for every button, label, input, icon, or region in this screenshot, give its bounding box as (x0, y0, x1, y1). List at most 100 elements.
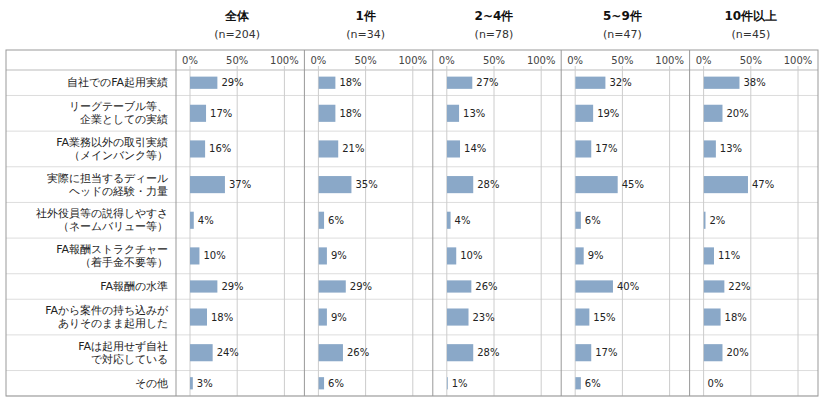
category-label-line: FA業務以外の取引実績 (56, 136, 168, 149)
row-separator (6, 131, 818, 132)
category-label-line: FAから案件の持ち込みが (45, 304, 169, 317)
bar (190, 377, 193, 389)
bar (575, 212, 581, 229)
data-label: 20% (726, 347, 748, 358)
group-title: 10件以上 (724, 9, 777, 23)
group-subtitle: (n=47) (603, 28, 642, 41)
bar (575, 105, 593, 122)
grid-line (622, 66, 623, 396)
data-label: 26% (475, 281, 497, 292)
bar (575, 140, 591, 157)
group-separator (561, 50, 562, 396)
bar (575, 176, 617, 193)
tick-label: 50% (740, 55, 762, 66)
category-label-line: その他 (135, 377, 168, 390)
chart: 自社でのFA起用実績リーグテーブル等、企業としての実績FA業務以外の取引実績（メ… (0, 0, 824, 404)
bar (190, 344, 213, 361)
group-subtitle: (n=45) (731, 28, 770, 41)
frame (6, 50, 818, 396)
group-separator (432, 50, 433, 396)
category-label-line: 企業としての実績 (80, 113, 168, 126)
bar (704, 140, 716, 157)
category-label: FAは起用せず自社で対応している (78, 340, 168, 366)
group-subtitle: (n=78) (475, 28, 514, 41)
grid-line (541, 66, 542, 396)
category-label-line: （着手金不要等） (80, 256, 168, 269)
bar (704, 344, 723, 361)
row-separator (6, 166, 818, 167)
data-label: 47% (752, 179, 774, 190)
category-label-line: 自社でのFA起用実績 (67, 76, 168, 89)
tick-label: 100% (784, 55, 813, 66)
data-label: 40% (617, 281, 639, 292)
data-label: 26% (347, 347, 369, 358)
tick-label: 0% (567, 55, 583, 66)
bar (190, 77, 217, 89)
data-label: 24% (217, 347, 239, 358)
bar (190, 280, 217, 292)
bar (190, 140, 205, 157)
row-separator (6, 299, 818, 300)
data-label: 10% (203, 250, 225, 261)
bar (704, 247, 714, 264)
data-label: 29% (221, 77, 243, 88)
bar (704, 212, 706, 229)
tick-label: 0% (182, 55, 198, 66)
bar (575, 247, 583, 264)
data-label: 38% (743, 77, 765, 88)
category-label-line: FA報酬の水準 (100, 280, 168, 293)
data-label: 18% (725, 312, 747, 323)
category-label: リーグテーブル等、企業としての実績 (69, 100, 168, 126)
category-label: 社外役員等の説得しやすさ（ネームバリュー等） (36, 207, 168, 233)
data-label: 19% (597, 108, 619, 119)
category-label: FAから案件の持ち込みがありそのまま起用した (45, 304, 169, 330)
group-separator (176, 50, 177, 396)
bar (318, 176, 351, 193)
bars (575, 77, 617, 390)
category-label-line: ヘッドの経験・力量 (69, 185, 168, 198)
bar (447, 212, 451, 229)
data-label: 21% (342, 143, 364, 154)
data-label: 23% (473, 312, 495, 323)
row-separator (6, 95, 818, 96)
data-label: 37% (229, 179, 251, 190)
data-label: 29% (350, 281, 372, 292)
data-label: 28% (477, 179, 499, 190)
bar (575, 308, 589, 325)
bars (447, 77, 473, 390)
row-separator (6, 273, 818, 274)
bar (190, 308, 207, 325)
bar (447, 377, 448, 389)
grid-line (284, 66, 285, 396)
category-label-line: リーグテーブル等、 (69, 100, 168, 113)
category-label-line: FA報酬ストラクチャー (56, 243, 168, 256)
row-separator (6, 238, 818, 239)
data-label: 9% (331, 312, 347, 323)
bar (704, 176, 748, 193)
category-label-line: （ネームバリュー等） (58, 220, 168, 233)
data-label: 0% (708, 378, 724, 389)
tick-label: 50% (483, 55, 505, 66)
bars (190, 77, 225, 390)
tick-label: 50% (354, 55, 376, 66)
category-label: 実際に担当するディールヘッドの経験・力量 (47, 172, 168, 198)
group-separator (689, 50, 690, 396)
data-label: 13% (720, 143, 742, 154)
bar (704, 280, 725, 292)
data-label: 6% (328, 378, 344, 389)
bar (575, 280, 613, 292)
data-label: 45% (622, 179, 644, 190)
bar (447, 280, 472, 292)
data-label: 9% (588, 250, 604, 261)
category-label-line: 実際に担当するディール (47, 172, 168, 185)
bar (318, 344, 343, 361)
data-label: 9% (331, 250, 347, 261)
bar (575, 77, 605, 89)
tick-label: 0% (439, 55, 455, 66)
bar (318, 140, 338, 157)
bar (704, 77, 740, 89)
data-label: 6% (328, 215, 344, 226)
bar (447, 105, 459, 122)
bar (318, 377, 324, 389)
bar (190, 212, 194, 229)
